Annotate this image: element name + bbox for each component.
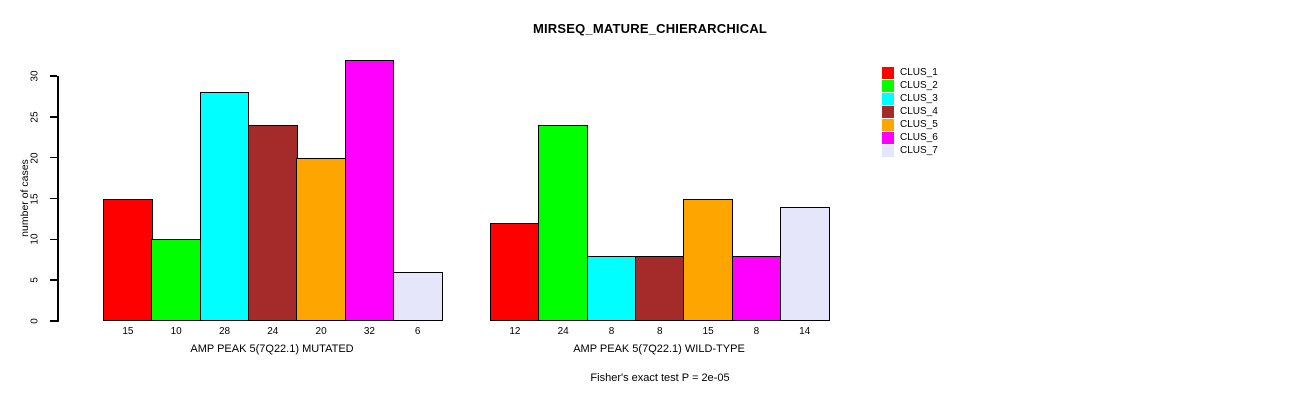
bar-value-label: 20 xyxy=(315,326,327,337)
fisher-test-annotation: Fisher's exact test P = 2e-05 xyxy=(590,372,730,384)
group-label-mutated: AMP PEAK 5(7Q22.1) MUTATED xyxy=(190,343,354,355)
y-axis-tick-label: 10 xyxy=(29,233,41,245)
bar-value-label: 14 xyxy=(799,326,811,337)
legend: CLUS_1 CLUS_2 CLUS_3 CLUS_4 CLUS_5 CLUS_6 CLUS… xyxy=(882,66,938,158)
bar-value-label: 10 xyxy=(170,326,182,337)
bar-value-label: 12 xyxy=(509,326,521,337)
bar-value-label: 8 xyxy=(753,326,760,337)
legend-item: CLUS_1 xyxy=(882,66,938,79)
y-axis-tick xyxy=(50,116,57,118)
bar-clus_6-wild-type xyxy=(731,255,782,321)
bar-clus_5-wild-type xyxy=(683,198,733,321)
legend-item: CLUS_5 xyxy=(882,118,938,131)
legend-label: CLUS_4 xyxy=(900,105,938,117)
bar-clus_4-mutated xyxy=(247,125,298,321)
bar-clus_7-mutated xyxy=(392,272,443,321)
y-axis-tick xyxy=(50,279,57,281)
bar-clus_2-mutated xyxy=(151,239,202,321)
y-axis-tick-label: 0 xyxy=(29,318,41,324)
bar-value-label: 8 xyxy=(657,326,663,337)
legend-swatch-clus_6 xyxy=(882,132,894,145)
legend-item: CLUS_7 xyxy=(882,145,938,158)
bar-clus_3-mutated xyxy=(199,92,250,321)
y-axis-tick xyxy=(50,197,57,200)
y-axis-line xyxy=(57,76,59,322)
y-axis-tick-label: 20 xyxy=(29,152,41,164)
legend-swatch-clus_7 xyxy=(882,145,894,158)
bar-value-label: 24 xyxy=(267,326,279,337)
bar-value-label: 6 xyxy=(414,326,421,337)
legend-swatch-clus_4 xyxy=(882,105,894,118)
bar-value-label: 8 xyxy=(608,326,615,337)
bar-clus_6-mutated xyxy=(344,59,395,321)
legend-swatch-clus_5 xyxy=(882,118,894,131)
chart-title: MIRSEQ_MATURE_CHIERARCHICAL xyxy=(532,21,768,36)
legend-label: CLUS_1 xyxy=(900,66,938,78)
legend-label: CLUS_6 xyxy=(900,132,938,144)
bar-value-label: 28 xyxy=(218,326,231,337)
legend-label: CLUS_5 xyxy=(900,118,938,130)
bar-value-label: 15 xyxy=(122,326,134,337)
legend-label: CLUS_3 xyxy=(900,92,938,104)
y-axis-tick xyxy=(50,75,57,77)
bar-clus_1-wild-type xyxy=(490,223,540,321)
legend-item: CLUS_2 xyxy=(882,79,938,92)
bar-clus_1-mutated xyxy=(103,198,153,321)
legend-item: CLUS_6 xyxy=(882,131,938,145)
bar-clus_2-wild-type xyxy=(538,125,589,321)
bar-clus_3-wild-type xyxy=(586,255,637,321)
y-axis-tick-label: 15 xyxy=(29,192,41,205)
y-axis-tick xyxy=(50,238,57,241)
y-axis-tick xyxy=(50,156,57,159)
legend-label: CLUS_2 xyxy=(900,79,938,91)
legend-swatch-clus_2 xyxy=(882,79,894,92)
y-axis-tick xyxy=(50,320,57,322)
bar-clus_5-mutated xyxy=(296,157,346,321)
legend-label: CLUS_7 xyxy=(900,145,938,157)
group-label-wild-type: AMP PEAK 5(7Q22.1) WILD-TYPE xyxy=(573,343,745,355)
legend-item: CLUS_3 xyxy=(882,92,938,105)
bar-clus_7-wild-type xyxy=(779,206,830,321)
legend-swatch-clus_1 xyxy=(882,66,894,79)
legend-swatch-clus_3 xyxy=(882,92,894,105)
bar-value-label: 15 xyxy=(702,326,714,337)
bar-value-label: 24 xyxy=(557,326,569,337)
y-axis-tick-label: 30 xyxy=(29,70,41,82)
y-axis-tick-label: 5 xyxy=(29,277,41,283)
bar-value-label: 32 xyxy=(363,326,375,337)
y-axis-tick-label: 25 xyxy=(29,111,41,123)
legend-item: CLUS_4 xyxy=(882,105,938,118)
bar-clus_4-wild-type xyxy=(634,255,685,321)
